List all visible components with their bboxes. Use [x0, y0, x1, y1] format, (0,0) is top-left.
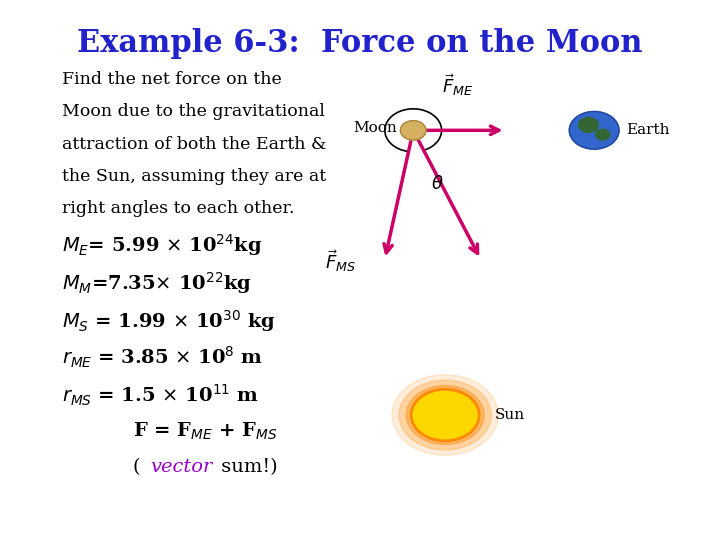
- Text: $\theta$: $\theta$: [431, 175, 444, 193]
- Circle shape: [411, 389, 480, 441]
- Text: $r_{MS}$ = 1.5 $\times$ 10$^{11}$ m: $r_{MS}$ = 1.5 $\times$ 10$^{11}$ m: [62, 383, 259, 408]
- Text: the Sun, assuming they are at: the Sun, assuming they are at: [62, 168, 326, 185]
- Text: $r_{ME}$ = 3.85 $\times$ 10$^{8}$ m: $r_{ME}$ = 3.85 $\times$ 10$^{8}$ m: [62, 345, 263, 370]
- Text: Example 6-3:  Force on the Moon: Example 6-3: Force on the Moon: [77, 28, 643, 59]
- Text: Sun: Sun: [495, 408, 525, 422]
- Text: (: (: [133, 458, 140, 476]
- Text: Moon: Moon: [353, 120, 397, 134]
- Circle shape: [400, 120, 426, 140]
- Text: Moon due to the gravitational: Moon due to the gravitational: [62, 104, 325, 120]
- Text: $M_E$= 5.99 $\times$ 10$^{24}$kg: $M_E$= 5.99 $\times$ 10$^{24}$kg: [62, 232, 262, 258]
- Circle shape: [570, 112, 619, 149]
- Text: right angles to each other.: right angles to each other.: [62, 200, 294, 217]
- Circle shape: [399, 380, 491, 450]
- Text: $M_M$=7.35$\times$ 10$^{22}$kg: $M_M$=7.35$\times$ 10$^{22}$kg: [62, 270, 252, 296]
- Text: Earth: Earth: [626, 123, 670, 137]
- Circle shape: [406, 386, 484, 444]
- Circle shape: [595, 129, 610, 140]
- Text: sum!): sum!): [215, 458, 277, 476]
- Text: $\vec{F}_{ME}$: $\vec{F}_{ME}$: [441, 72, 473, 98]
- Circle shape: [579, 117, 598, 132]
- Circle shape: [392, 375, 498, 455]
- Text: $M_S$ = 1.99 $\times$ 10$^{30}$ kg: $M_S$ = 1.99 $\times$ 10$^{30}$ kg: [62, 308, 276, 334]
- Text: attraction of both the Earth &: attraction of both the Earth &: [62, 136, 326, 153]
- Text: Find the net force on the: Find the net force on the: [62, 71, 282, 88]
- Text: vector: vector: [150, 458, 213, 476]
- Text: $\vec{F}_{MS}$: $\vec{F}_{MS}$: [325, 248, 356, 274]
- Text: F = F$_{ME}$ + F$_{MS}$: F = F$_{ME}$ + F$_{MS}$: [133, 421, 278, 442]
